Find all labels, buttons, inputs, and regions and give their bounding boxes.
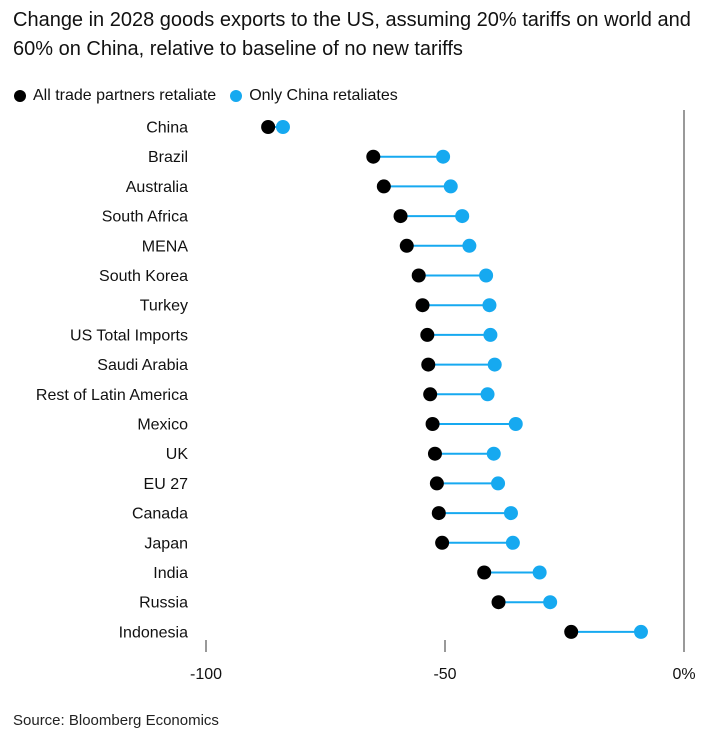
category-label-uk: UK xyxy=(166,446,189,463)
point-only-china-south-africa xyxy=(455,209,470,224)
point-all-retaliate-rest-of-latin-america xyxy=(423,387,438,402)
point-all-retaliate-eu-27 xyxy=(429,476,444,491)
point-all-retaliate-uk xyxy=(427,446,442,461)
category-label-japan: Japan xyxy=(144,535,188,552)
x-tick-label-50: -50 xyxy=(433,666,456,683)
point-only-china-eu-27 xyxy=(491,476,506,491)
point-all-retaliate-china xyxy=(261,120,276,134)
point-all-retaliate-mena xyxy=(399,238,414,253)
point-only-china-turkey xyxy=(482,298,497,313)
source-note: Source: Bloomberg Economics xyxy=(13,712,219,729)
point-all-retaliate-turkey xyxy=(415,298,430,313)
category-label-eu-27: EU 27 xyxy=(144,476,189,493)
point-only-china-uk xyxy=(486,446,501,461)
point-all-retaliate-russia xyxy=(491,595,506,610)
category-label-russia: Russia xyxy=(139,595,188,612)
legend-label-all-retaliate: All trade partners retaliate xyxy=(33,87,217,104)
x-tick-label-0: 0% xyxy=(672,666,695,683)
category-label-china: China xyxy=(146,120,188,137)
point-all-retaliate-south-korea xyxy=(411,268,426,283)
point-only-china-mena xyxy=(462,238,477,253)
point-all-retaliate-japan xyxy=(435,535,450,550)
legend-item-all-retaliate: All trade partners retaliate xyxy=(14,87,216,105)
point-only-china-us-total-imports xyxy=(483,327,498,342)
x-tick-label-100: -100 xyxy=(190,666,222,683)
legend: All trade partners retaliate Only China … xyxy=(14,86,412,106)
point-all-retaliate-south-africa xyxy=(393,209,408,224)
category-label-rest-of-latin-america: Rest of Latin America xyxy=(36,387,188,404)
point-only-china-rest-of-latin-america xyxy=(480,387,495,402)
chart-title: Change in 2028 goods exports to the US, … xyxy=(13,9,691,60)
point-all-retaliate-us-total-imports xyxy=(420,327,435,342)
point-only-china-russia xyxy=(543,595,558,610)
category-label-canada: Canada xyxy=(132,506,188,523)
legend-item-only-china: Only China retaliates xyxy=(230,87,398,105)
legend-label-only-china: Only China retaliates xyxy=(249,87,398,104)
category-label-mexico: Mexico xyxy=(137,417,188,434)
point-only-china-indonesia xyxy=(633,624,648,639)
point-only-china-canada xyxy=(503,506,518,521)
point-only-china-india xyxy=(532,565,547,580)
point-all-retaliate-brazil xyxy=(366,149,381,164)
point-all-retaliate-indonesia xyxy=(564,624,579,639)
point-only-china-brazil xyxy=(436,149,451,164)
point-only-china-south-korea xyxy=(479,268,494,283)
category-label-south-korea: South Korea xyxy=(99,268,188,285)
category-label-us-total-imports: US Total Imports xyxy=(70,327,188,344)
point-all-retaliate-saudi-arabia xyxy=(421,357,436,372)
category-label-saudi-arabia: Saudi Arabia xyxy=(97,357,188,374)
point-only-china-mexico xyxy=(508,417,523,431)
category-label-india: India xyxy=(153,565,188,582)
point-only-china-china xyxy=(275,120,290,134)
category-label-indonesia: Indonesia xyxy=(119,624,188,641)
point-only-china-japan xyxy=(505,535,520,550)
point-all-retaliate-mexico xyxy=(425,417,440,431)
category-label-south-africa: South Africa xyxy=(102,209,188,226)
legend-marker-only-china xyxy=(230,90,243,102)
point-only-china-australia xyxy=(443,179,458,194)
category-label-brazil: Brazil xyxy=(148,149,188,166)
legend-marker-all-retaliate xyxy=(14,90,26,102)
category-label-australia: Australia xyxy=(126,179,188,196)
category-label-turkey: Turkey xyxy=(140,298,188,315)
point-only-china-saudi-arabia xyxy=(487,357,502,372)
point-all-retaliate-india xyxy=(477,565,492,580)
point-all-retaliate-australia xyxy=(376,179,391,194)
category-label-mena: MENA xyxy=(142,238,189,255)
point-all-retaliate-canada xyxy=(431,506,446,521)
